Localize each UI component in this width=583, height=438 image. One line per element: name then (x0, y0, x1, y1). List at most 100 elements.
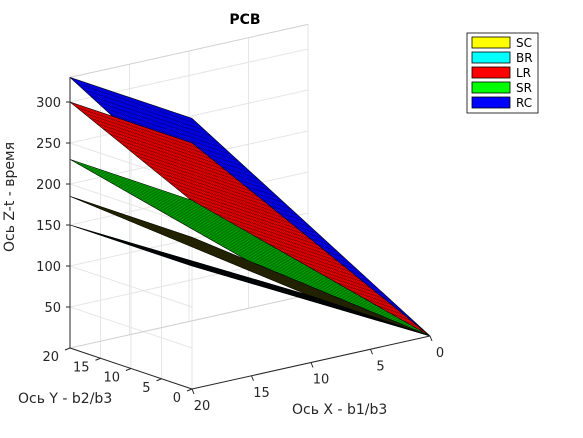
legend-swatch-sc (471, 36, 511, 49)
mesh-line (144, 184, 383, 321)
mesh-line (174, 194, 414, 331)
x-tick-mark (191, 388, 195, 395)
mesh-line (120, 213, 359, 313)
mesh-line (185, 115, 424, 334)
mesh-line (130, 179, 370, 316)
mesh-line (188, 199, 427, 336)
y-tick-mark (125, 368, 132, 371)
y-tick-label: 10 (103, 371, 120, 386)
mesh-line (158, 131, 397, 325)
mesh-line (161, 226, 400, 326)
mesh-line (100, 206, 339, 306)
z-tick-label: 100 (36, 260, 61, 275)
mesh-line (171, 230, 410, 330)
mesh-line (181, 196, 420, 333)
legend-swatch-sr (471, 81, 511, 94)
mesh-line (124, 214, 363, 314)
legend-label-br: BR (516, 51, 533, 65)
mesh-line (130, 216, 370, 316)
mesh-line (168, 134, 407, 329)
mesh-line (161, 132, 400, 326)
x-tick-label: 10 (313, 373, 330, 388)
mesh-line (76, 198, 315, 298)
mesh-line (144, 221, 383, 321)
mesh-line (174, 231, 414, 331)
x-tick-mark (370, 349, 373, 355)
mesh-line (154, 187, 393, 324)
x-tick-label: 20 (194, 399, 211, 414)
x-tick-label: 0 (436, 346, 444, 361)
mesh-line (73, 197, 312, 297)
x-tick-mark (251, 375, 254, 381)
legend-label-lr: LR (516, 66, 531, 80)
mesh-line (151, 186, 390, 323)
mesh-line (147, 185, 387, 322)
legend-swatch-rc (471, 96, 511, 109)
z-tick-label: 200 (36, 178, 61, 193)
mesh-line (164, 228, 403, 328)
surface-sc (69, 196, 431, 337)
mesh-line (80, 199, 319, 299)
y-tick-label: 0 (173, 391, 181, 406)
y-tick-label: 15 (73, 360, 90, 375)
mesh-line (147, 222, 387, 322)
z-tick-label: 150 (36, 219, 61, 234)
mesh-line (90, 202, 329, 302)
mesh-line (137, 218, 376, 318)
mesh-line (120, 176, 359, 313)
mesh-line (178, 232, 417, 332)
mesh-line (137, 182, 376, 318)
y-tick-mark (156, 378, 162, 382)
mesh-line (158, 188, 397, 325)
mesh-line (185, 234, 424, 334)
mesh-line (185, 140, 424, 334)
mesh-line (168, 229, 407, 329)
mesh-line (127, 215, 366, 315)
mesh-line (158, 225, 397, 325)
surface-br (69, 224, 431, 337)
x-axis-label: Ось X - b1/b3 (292, 402, 387, 418)
z-tick-label: 250 (36, 137, 61, 152)
mesh-line (141, 220, 380, 320)
mesh-line (188, 235, 427, 336)
y-tick-label: 20 (42, 350, 59, 365)
mesh-line (181, 139, 420, 333)
x-tick-mark (429, 335, 433, 342)
chart-title: PCB (229, 12, 260, 28)
y-tick-mark (95, 357, 101, 361)
y-tick-mark (64, 347, 71, 351)
mesh-line (171, 193, 410, 330)
y-tick-mark (186, 388, 193, 392)
legend-swatch-lr (471, 66, 511, 79)
mesh-line (171, 136, 410, 330)
mesh-line (188, 141, 427, 335)
mesh-line (154, 130, 393, 324)
mesh-line (134, 217, 373, 317)
mesh-line (174, 137, 414, 331)
legend-label-rc: RC (516, 96, 532, 110)
z-tick-label: 50 (44, 301, 61, 316)
mesh-line (164, 191, 403, 328)
legend-swatch-br (471, 51, 511, 64)
mesh-line (134, 180, 373, 317)
mesh-line (97, 205, 336, 305)
mesh-line (103, 207, 342, 307)
mesh-line (124, 177, 363, 314)
mesh-line (93, 204, 332, 304)
z-axis-label: Ось Z-t - время (2, 142, 18, 252)
x-tick-mark (310, 362, 314, 368)
mesh-line (83, 200, 322, 300)
mesh-line (113, 210, 353, 310)
y-tick-label: 5 (142, 381, 150, 396)
legend-label-sr: SR (516, 81, 532, 95)
mesh-line (127, 178, 366, 315)
mesh-line (168, 192, 407, 329)
mesh-line (110, 209, 349, 309)
y-axis-label: Ось Y - b2/b3 (18, 391, 112, 407)
mesh-line (117, 212, 356, 312)
x-tick-label: 5 (376, 359, 384, 374)
mesh-line (185, 197, 424, 334)
